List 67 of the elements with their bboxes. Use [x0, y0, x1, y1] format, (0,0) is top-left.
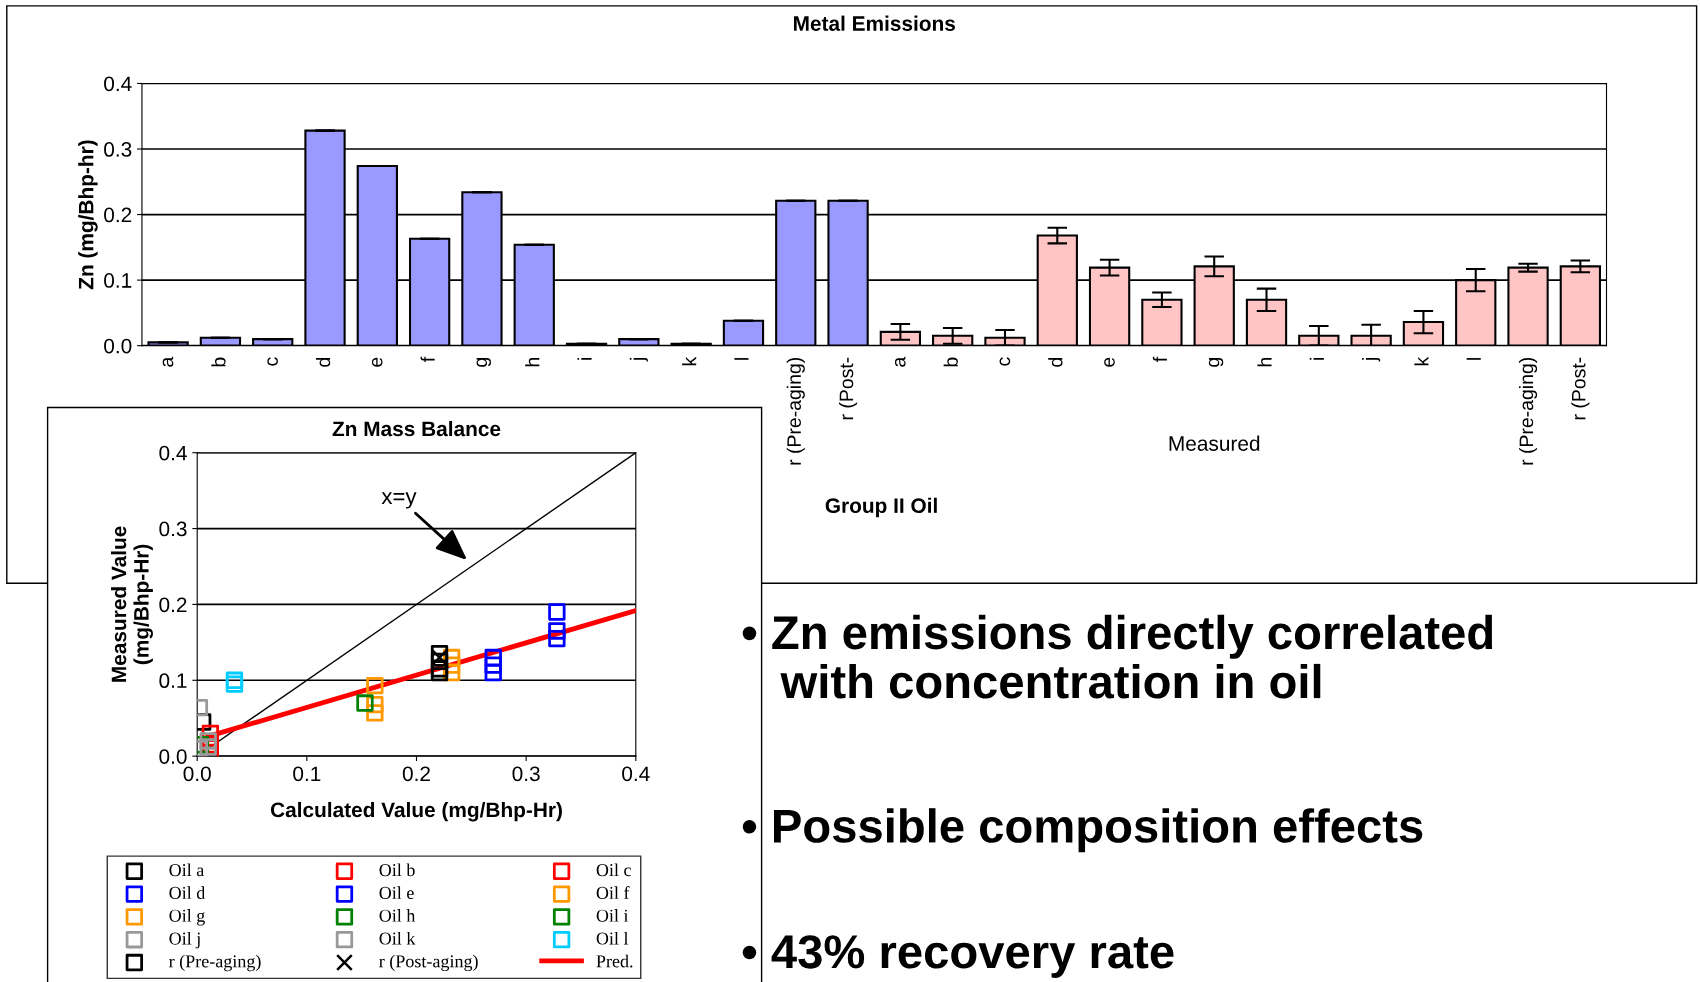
- y-axis-title: Measured Value (mg/Bhp-Hr): [111, 526, 153, 682]
- x-tick-label: k: [682, 356, 697, 366]
- x-axis-title: Calculated Value (mg/Bhp-Hr): [270, 801, 562, 822]
- x-tick-label: h: [525, 358, 540, 367]
- x-tick-label: i: [1309, 358, 1324, 360]
- legend-label: Pred.: [596, 954, 633, 968]
- x-tick-label: d: [1048, 358, 1063, 367]
- x-axis-title: Group II Oil: [825, 497, 937, 518]
- x-tick-label: i: [577, 358, 592, 360]
- x-tick-label: 0.4: [622, 766, 650, 782]
- chart-title: Zn Mass Balance: [332, 420, 501, 437]
- x-tick-label: f: [420, 356, 435, 362]
- x-tick-label: r (Pre-aging): [1518, 357, 1538, 465]
- x-tick-label: j: [1362, 358, 1381, 362]
- x-tick-label: 0.2: [402, 766, 430, 782]
- y-tick-label: 0.1: [104, 273, 132, 288]
- annotation: x=y: [381, 492, 417, 509]
- x-tick-label: 0.3: [512, 766, 540, 782]
- x-tick-label: 0.0: [183, 766, 211, 782]
- x-tick-label: a: [894, 356, 906, 367]
- x-tick-label: l: [1466, 358, 1481, 360]
- y-tick-label: 0.0: [159, 749, 187, 764]
- legend-label: Oil f: [596, 886, 630, 899]
- legend-label: Oil c: [596, 863, 631, 877]
- legend-label: Oil b: [379, 863, 415, 877]
- y-tick-label: 0.3: [159, 521, 187, 537]
- text: • Zn emissions directly correlated with concentration in oil: [742, 614, 1493, 699]
- legend-label: Oil g: [169, 909, 205, 926]
- y-axis-title: Zn (mg/Bhp-hr): [78, 140, 98, 290]
- x-tick-label: r (Post-: [1571, 357, 1590, 420]
- x-tick-label: c: [999, 357, 1011, 366]
- x-tick-label: e: [1104, 357, 1115, 367]
- x-tick-label: l: [734, 358, 749, 360]
- text: Measured: [1169, 435, 1260, 451]
- y-tick-label: 0.4: [104, 76, 132, 92]
- legend-label: Oil a: [169, 863, 204, 877]
- legend-label: r (Pre-aging): [169, 954, 261, 972]
- y-tick-label: 0.2: [159, 597, 187, 613]
- x-tick-label: k: [1414, 356, 1429, 366]
- x-tick-label: a: [162, 356, 174, 367]
- legend-label: Oil d: [169, 886, 206, 899]
- legend-label: r (Post-aging): [379, 954, 478, 972]
- x-tick-label: r (Post-: [839, 357, 858, 420]
- x-tick-label: b: [211, 357, 226, 367]
- x-tick-label: g: [1208, 358, 1224, 367]
- x-tick-label: j: [629, 358, 648, 362]
- x-tick-label: h: [1257, 358, 1272, 367]
- x-tick-label: r (Pre-aging): [786, 357, 805, 465]
- text: • 43% recovery rate: [742, 935, 1174, 978]
- legend-label: Oil j: [169, 931, 200, 949]
- text: • Possible composition effects: [742, 808, 1423, 853]
- x-tick-label: c: [267, 357, 278, 366]
- legend-label: Oil e: [379, 886, 414, 899]
- y-tick-label: 0.2: [104, 207, 132, 223]
- legend-label: Oil k: [379, 931, 416, 945]
- x-tick-label: g: [476, 358, 491, 367]
- legend-label: Oil h: [379, 909, 416, 922]
- y-tick-label: 0.1: [159, 673, 187, 689]
- x-tick-label: f: [1152, 356, 1167, 362]
- x-tick-label: b: [943, 357, 958, 367]
- legend-label: Oil i: [596, 909, 629, 922]
- legend-label: Oil l: [596, 931, 629, 945]
- y-tick-label: 0.3: [104, 142, 132, 157]
- x-tick-label: e: [371, 357, 383, 367]
- x-tick-label: d: [315, 358, 331, 367]
- x-tick-label: 0.1: [293, 766, 321, 782]
- chart-title: Metal Emissions: [794, 15, 955, 31]
